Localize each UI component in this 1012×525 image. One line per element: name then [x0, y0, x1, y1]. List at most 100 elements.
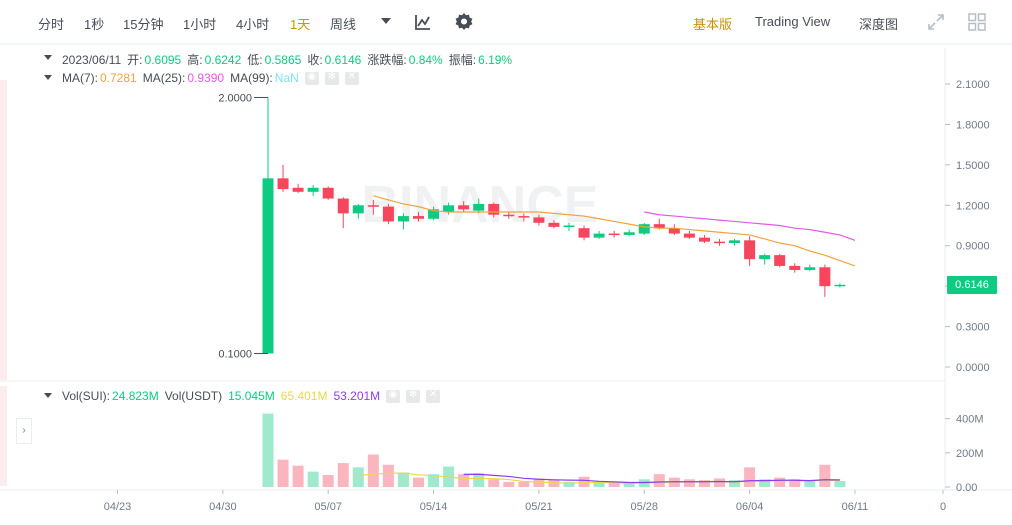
ma-info: MA(7): 0.7281 MA(25): 0.9390 MA(99): NaN…	[62, 71, 359, 85]
candle-body	[759, 255, 771, 260]
volume-bar	[367, 454, 379, 487]
open-label: 开:	[127, 53, 143, 67]
ma-lines	[358, 195, 856, 484]
vol-usdt-value: 15.045M	[228, 389, 275, 403]
candle-body	[563, 225, 575, 227]
volume-bar	[322, 475, 334, 487]
candle-body	[367, 205, 379, 207]
vol-sui-label: Vol(SUI):	[62, 389, 111, 403]
ma7-line	[373, 195, 856, 267]
last-price-tag: 0.6146	[947, 276, 997, 294]
view-depth[interactable]: 深度图	[859, 17, 899, 32]
ma99-label: MA(99):	[230, 71, 273, 85]
view-tradingview[interactable]: Trading View	[755, 14, 831, 29]
volume-bar	[292, 465, 304, 487]
vol-usdt-label: Vol(USDT)	[164, 389, 223, 403]
volume-bar	[804, 480, 816, 487]
ma25-line	[644, 211, 856, 241]
high-label: 高:	[187, 53, 203, 67]
vol-sui-value: 24.823M	[112, 389, 159, 403]
vol-settings-button[interactable]: ✻	[406, 389, 421, 403]
ma-collapse-icon[interactable]	[44, 75, 52, 81]
close-label: 收:	[307, 53, 323, 67]
fullscreen-icon[interactable]	[927, 13, 945, 31]
date-tick-label: 05/14	[420, 501, 448, 513]
candle-body	[804, 267, 816, 270]
candle-body	[548, 222, 560, 227]
high-value: 0.6242	[204, 52, 242, 67]
candle-body	[277, 178, 289, 190]
volume-bar	[458, 474, 470, 487]
volume-bar	[397, 472, 409, 487]
vol-tick-label: 400M	[956, 414, 984, 426]
candle-body	[698, 237, 710, 242]
ma-close-button[interactable]: ✕	[344, 71, 359, 85]
view-basic[interactable]: 基本版	[693, 17, 733, 32]
volume-bar	[834, 481, 846, 487]
candle-body	[668, 228, 680, 234]
settings-gear-icon[interactable]	[454, 12, 474, 32]
ma-settings-button[interactable]: ✻	[324, 71, 339, 85]
volume-bar	[413, 477, 424, 487]
candle-body	[307, 187, 319, 192]
vol-ma2-line	[463, 473, 840, 484]
volume-bar	[277, 459, 289, 487]
candle-body	[638, 224, 650, 234]
price-tick-label: 0.3000	[956, 322, 990, 334]
candle-body	[653, 224, 665, 229]
volume-bar	[789, 479, 801, 487]
indicator-icon[interactable]	[414, 13, 432, 31]
candle-body	[518, 216, 530, 218]
candle-body	[683, 233, 695, 238]
interval-1d[interactable]: 1天	[290, 17, 311, 32]
interval-4h[interactable]: 4小时	[236, 17, 270, 32]
price-tick-label: 1.5000	[956, 160, 990, 172]
interval-week[interactable]: 周线	[330, 17, 357, 32]
interval-1h[interactable]: 1小时	[183, 17, 217, 32]
date-ticks: 04/23 04/30 05/07 05/14 05/21 05/28 06/04 06/11…	[104, 490, 946, 513]
date-tick-label: 05/07	[314, 501, 342, 513]
close-value: 0.6146	[324, 52, 362, 67]
volume-bar	[698, 480, 710, 487]
interval-timeline[interactable]: 分时	[38, 17, 65, 32]
volume-info: Vol(SUI): 24.823M Vol(USDT) 15.045M 65.4…	[62, 389, 441, 403]
date-tick-label: 05/28	[630, 501, 658, 513]
volume-bar	[382, 464, 394, 487]
ohlc-info: 2023/06/11 开: 0.6095 高: 0.6242 低: 0.5865…	[62, 51, 518, 68]
vol-collapse-icon[interactable]	[44, 393, 52, 399]
layout-grid-icon[interactable]	[968, 13, 986, 31]
date-tick-label: 04/30	[209, 501, 237, 513]
volume-bar	[473, 473, 485, 487]
candle-body	[819, 267, 831, 287]
ma7-value: 0.7281	[100, 71, 137, 85]
volume-bar	[563, 481, 575, 487]
ma-visibility-button[interactable]: ◉	[304, 71, 319, 85]
price-ticks: 2.10001.80001.50001.20000.90000.60000.30…	[945, 79, 990, 374]
volume-bar	[759, 479, 771, 487]
interval-15m[interactable]: 15分钟	[123, 17, 164, 32]
change-value: 0.84%	[408, 52, 443, 67]
info-collapse-icon[interactable]	[44, 55, 52, 61]
expand-panel-button[interactable]: ›	[16, 418, 32, 444]
candle-body	[443, 205, 455, 213]
volume-ticks: 400M 200M 0.00	[945, 414, 984, 494]
ma25-label: MA(25):	[142, 71, 186, 85]
volume-bar	[653, 474, 665, 487]
volume-bar	[337, 463, 349, 487]
date-tick-label: 0	[940, 501, 946, 513]
candles	[262, 97, 846, 354]
high-low-markers: 2.0000 0.1000	[218, 92, 268, 361]
change-label: 涨跌幅:	[367, 53, 407, 67]
interval-1s[interactable]: 1秒	[84, 17, 105, 32]
price-tick-label: 1.2000	[956, 200, 990, 212]
open-value: 0.6095	[144, 52, 182, 67]
vol-close-button[interactable]: ✕	[426, 389, 441, 403]
interval-dropdown-icon[interactable]	[381, 18, 391, 26]
amplitude-value: 6.19%	[478, 52, 513, 67]
candle-body	[774, 255, 786, 266]
candle-body	[503, 214, 515, 217]
volume-bar	[774, 477, 786, 487]
date-tick-label: 06/11	[842, 501, 869, 513]
vol-visibility-button[interactable]: ◉	[386, 389, 401, 403]
